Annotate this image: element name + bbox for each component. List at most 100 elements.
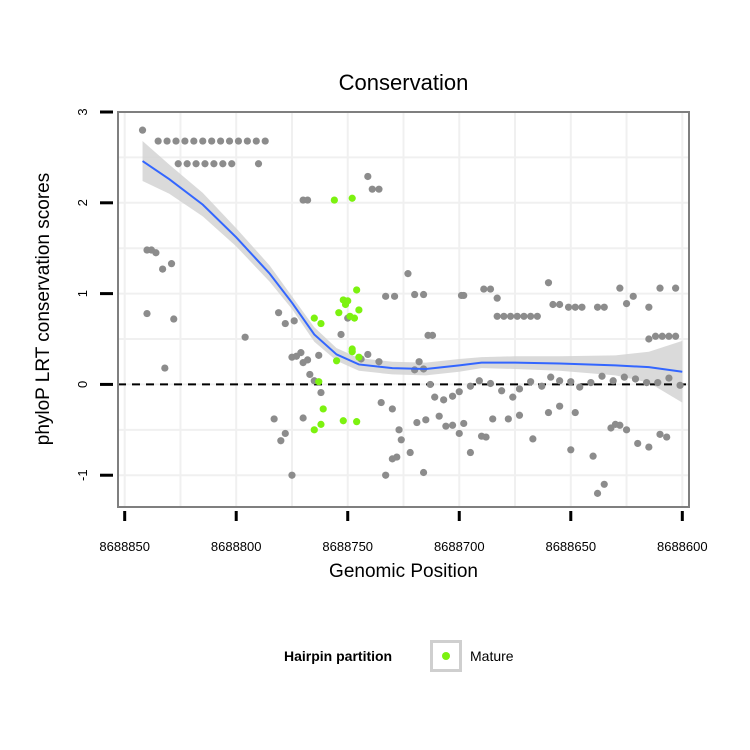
mature-point bbox=[332, 357, 341, 365]
other-point bbox=[466, 382, 475, 390]
other-point bbox=[368, 185, 376, 193]
mature-point bbox=[310, 426, 318, 434]
other-point bbox=[281, 429, 289, 438]
other-point bbox=[426, 380, 434, 389]
other-point bbox=[475, 377, 483, 385]
other-point bbox=[364, 350, 372, 359]
plot-border bbox=[117, 111, 690, 508]
mature-point bbox=[317, 420, 325, 428]
x-tick-label: 8688650 bbox=[545, 539, 596, 554]
other-point bbox=[199, 137, 207, 145]
other-point bbox=[364, 172, 372, 181]
other-point bbox=[317, 388, 325, 397]
other-point bbox=[672, 284, 680, 292]
mature-point bbox=[330, 196, 338, 204]
other-point bbox=[382, 292, 390, 300]
other-point bbox=[578, 303, 586, 311]
axes-group: 8688850 8688800 8688750 8688700 8688650 86886… bbox=[75, 108, 708, 554]
other-point bbox=[600, 480, 608, 488]
other-point bbox=[547, 373, 555, 381]
other-point bbox=[500, 312, 508, 320]
other-point bbox=[163, 137, 171, 145]
mature-point bbox=[319, 405, 327, 413]
other-point bbox=[609, 377, 617, 385]
other-point bbox=[455, 388, 463, 396]
other-point bbox=[183, 160, 191, 168]
other-point bbox=[460, 291, 468, 300]
y-tick-label: 0 bbox=[75, 381, 90, 388]
other-point bbox=[254, 160, 263, 168]
other-point bbox=[556, 377, 564, 385]
other-point bbox=[527, 378, 535, 386]
other-point bbox=[600, 303, 608, 311]
other-point bbox=[174, 160, 182, 168]
other-point bbox=[448, 392, 457, 400]
other-point bbox=[181, 137, 189, 145]
other-point bbox=[241, 333, 249, 341]
other-point bbox=[654, 378, 662, 387]
other-point bbox=[234, 137, 243, 145]
mature-point bbox=[315, 378, 323, 386]
other-point bbox=[544, 279, 553, 287]
other-point bbox=[629, 292, 637, 300]
other-point bbox=[422, 416, 430, 424]
other-point bbox=[277, 437, 285, 445]
other-point bbox=[138, 126, 147, 134]
other-point bbox=[440, 396, 448, 404]
other-point bbox=[406, 448, 414, 457]
other-point bbox=[299, 359, 307, 367]
other-point bbox=[288, 471, 296, 479]
other-point bbox=[431, 393, 439, 401]
other-point bbox=[631, 375, 640, 383]
x-tick-label: 8688850 bbox=[99, 539, 150, 554]
other-point bbox=[448, 421, 457, 429]
other-point bbox=[643, 378, 651, 387]
other-point bbox=[428, 331, 437, 339]
other-point bbox=[598, 372, 606, 380]
other-point bbox=[616, 421, 624, 429]
mature-point bbox=[317, 319, 325, 328]
other-point bbox=[411, 366, 419, 374]
other-point bbox=[219, 160, 227, 168]
other-point bbox=[419, 468, 428, 477]
other-point bbox=[375, 185, 383, 193]
other-point bbox=[382, 471, 390, 479]
other-point bbox=[493, 294, 501, 302]
mature-point bbox=[335, 309, 343, 317]
other-point bbox=[676, 381, 684, 389]
other-point bbox=[395, 426, 403, 434]
other-point bbox=[515, 385, 524, 393]
y-tick-label: -1 bbox=[75, 469, 90, 481]
other-point bbox=[529, 435, 537, 443]
other-point bbox=[593, 303, 602, 311]
other-point bbox=[415, 358, 423, 366]
other-point bbox=[506, 312, 515, 320]
other-point bbox=[375, 358, 383, 366]
other-point bbox=[634, 439, 642, 448]
other-point bbox=[513, 312, 521, 320]
other-point bbox=[556, 402, 564, 410]
x-axis-label: Genomic Position bbox=[329, 561, 478, 582]
y-tick-label: 2 bbox=[75, 199, 90, 206]
mature-point bbox=[348, 345, 356, 353]
other-point bbox=[190, 137, 198, 145]
other-point bbox=[281, 319, 289, 328]
other-point bbox=[159, 265, 167, 273]
points-group bbox=[138, 126, 684, 497]
other-point bbox=[645, 303, 653, 311]
other-point bbox=[665, 332, 673, 340]
other-point bbox=[243, 137, 251, 145]
legend-swatch-mature bbox=[442, 652, 450, 660]
other-point bbox=[299, 414, 307, 422]
other-point bbox=[571, 408, 579, 417]
x-tick-label: 8688700 bbox=[434, 539, 485, 554]
legend: Hairpin partition bbox=[0, 636, 750, 676]
other-point bbox=[167, 260, 176, 268]
other-point bbox=[210, 160, 218, 168]
other-point bbox=[509, 393, 517, 401]
legend-title: Hairpin partition bbox=[284, 648, 393, 664]
chart-title: Conservation bbox=[338, 70, 469, 95]
other-point bbox=[442, 422, 450, 430]
x-tick-label: 8688750 bbox=[322, 539, 373, 554]
